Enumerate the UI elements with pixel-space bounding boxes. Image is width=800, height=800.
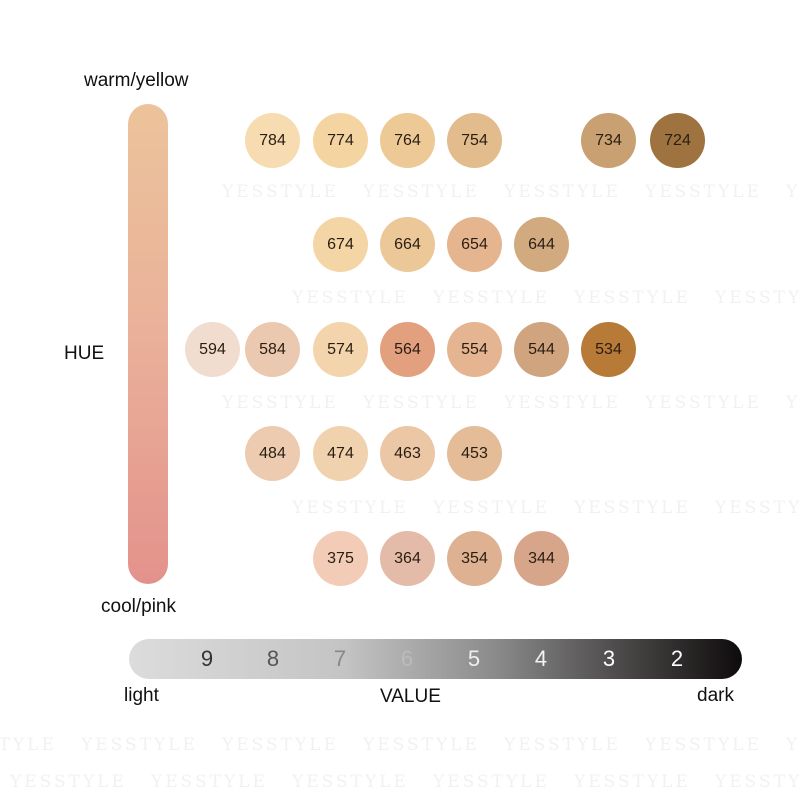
value-title: VALUE xyxy=(380,686,441,707)
shade-swatch-724: 724 xyxy=(650,113,705,168)
watermark-text: YESSTYLE xyxy=(363,393,480,413)
watermark-text: YESSTYLE xyxy=(0,735,57,755)
watermark-text: YESSTYLE xyxy=(433,772,550,792)
watermark-text: YESSTYLE xyxy=(645,182,762,202)
watermark-text: YESSTYLE xyxy=(715,288,800,308)
shade-swatch-574: 574 xyxy=(313,322,368,377)
shade-swatch-644: 644 xyxy=(514,217,569,272)
shade-swatch-484: 484 xyxy=(245,426,300,481)
watermark-text: YESSTYLE xyxy=(10,772,127,792)
shade-swatch-364: 364 xyxy=(380,531,435,586)
shade-swatch-764: 764 xyxy=(380,113,435,168)
watermark-text: YESSTYLE xyxy=(645,735,762,755)
value-tick-2: 2 xyxy=(670,646,684,671)
watermark-text: YESSTYLE xyxy=(363,735,480,755)
shade-swatch-354: 354 xyxy=(447,531,502,586)
watermark-text: YESSTYLE xyxy=(151,772,268,792)
shade-swatch-784: 784 xyxy=(245,113,300,168)
shade-swatch-544: 544 xyxy=(514,322,569,377)
shade-swatch-584: 584 xyxy=(245,322,300,377)
watermark-text: YESSTYLE xyxy=(433,498,550,518)
shade-swatch-674: 674 xyxy=(313,217,368,272)
watermark-text: YESSTYLE xyxy=(715,498,800,518)
watermark-text: YESSTYLE xyxy=(715,772,800,792)
watermark-text: YESSTYLE xyxy=(504,182,621,202)
watermark-text: YESSTYLE xyxy=(292,288,409,308)
shade-swatch-654: 654 xyxy=(447,217,502,272)
watermark-text: YESSTYLE xyxy=(222,393,339,413)
shade-swatch-375: 375 xyxy=(313,531,368,586)
hue-gradient-bar xyxy=(128,104,168,584)
value-tick-5: 5 xyxy=(467,646,481,671)
watermark-text: YESSTYLE xyxy=(222,182,339,202)
value-tick-4: 4 xyxy=(534,646,548,671)
shade-swatch-453: 453 xyxy=(447,426,502,481)
shade-swatch-734: 734 xyxy=(581,113,636,168)
watermark-text: YESSTYLE xyxy=(363,182,480,202)
value-tick-6: 6 xyxy=(400,646,414,671)
watermark-text: YESSTYLE xyxy=(574,772,691,792)
shade-swatch-463: 463 xyxy=(380,426,435,481)
value-left-label: light xyxy=(124,685,159,706)
watermark-text: YESSTYLE xyxy=(786,182,800,202)
watermark-text: YESSTYLE xyxy=(504,735,621,755)
watermark-text: YESSTYLE xyxy=(81,735,198,755)
hue-bottom-label: cool/pink xyxy=(101,596,176,617)
value-tick-3: 3 xyxy=(602,646,616,671)
shade-swatch-594: 594 xyxy=(185,322,240,377)
watermark-text: YESSTYLE xyxy=(504,393,621,413)
watermark-text: YESSTYLE xyxy=(574,288,691,308)
hue-top-label: warm/yellow xyxy=(84,70,189,91)
value-gradient-bar xyxy=(129,639,742,679)
hue-title: HUE xyxy=(64,343,105,364)
shade-swatch-664: 664 xyxy=(380,217,435,272)
value-right-label: dark xyxy=(697,685,734,706)
value-tick-9: 9 xyxy=(200,646,214,671)
watermark-text: YESSTYLE xyxy=(574,498,691,518)
shade-swatch-774: 774 xyxy=(313,113,368,168)
watermark-text: YESSTYLE xyxy=(786,735,800,755)
shade-swatch-534: 534 xyxy=(581,322,636,377)
shade-swatch-554: 554 xyxy=(447,322,502,377)
watermark-text: YESSTYLE xyxy=(786,393,800,413)
shade-swatch-564: 564 xyxy=(380,322,435,377)
value-tick-8: 8 xyxy=(266,646,280,671)
shade-swatch-754: 754 xyxy=(447,113,502,168)
shade-swatch-474: 474 xyxy=(313,426,368,481)
shade-swatch-344: 344 xyxy=(514,531,569,586)
watermark-text: YESSTYLE xyxy=(222,735,339,755)
value-tick-7: 7 xyxy=(333,646,347,671)
watermark-text: YESSTYLE xyxy=(292,498,409,518)
watermark-text: YESSTYLE xyxy=(292,772,409,792)
watermark-text: YESSTYLE xyxy=(433,288,550,308)
watermark-text: YESSTYLE xyxy=(645,393,762,413)
